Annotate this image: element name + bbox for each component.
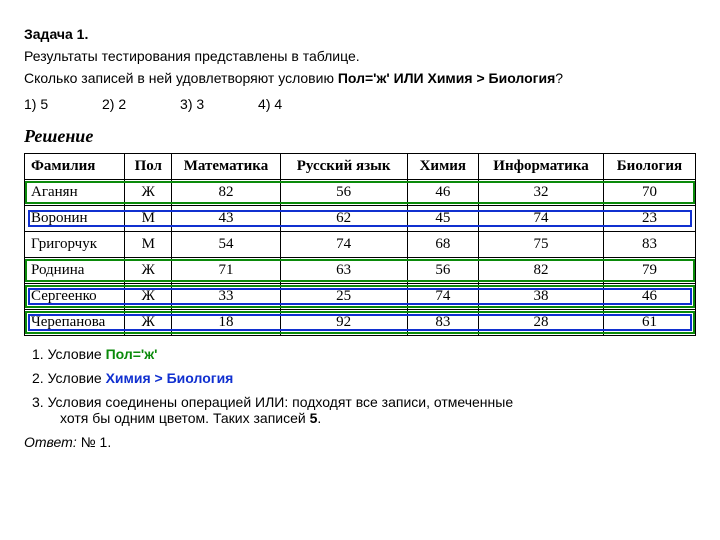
cond2-prefix: 2. Условие xyxy=(32,370,106,386)
q-prefix: Сколько записей в ней удовлетворяют усло… xyxy=(24,70,338,86)
cond2-text: Химия > Биология xyxy=(106,370,234,386)
table-cell: 46 xyxy=(603,284,695,310)
table-cell: М xyxy=(125,232,172,258)
table-cell: 33 xyxy=(172,284,280,310)
table-cell: 82 xyxy=(172,180,280,206)
opt-2: 2) 2 xyxy=(102,96,126,112)
table-cell: Сергеенко xyxy=(25,284,125,310)
cond3-l2c: . xyxy=(317,410,321,426)
table-cell: 23 xyxy=(603,206,695,232)
table-cell: 74 xyxy=(280,232,407,258)
table-cell: Ж xyxy=(125,258,172,284)
data-table: Фамилия Пол Математика Русский язык Хими… xyxy=(24,153,696,336)
table-cell: 62 xyxy=(280,206,407,232)
table-cell: 43 xyxy=(172,206,280,232)
table-row: ВоронинМ4362457423 xyxy=(25,206,696,232)
table-cell: 28 xyxy=(479,310,604,336)
table-cell: Григорчук xyxy=(25,232,125,258)
task-intro: Результаты тестирования представлены в т… xyxy=(24,48,696,64)
table-cell: 74 xyxy=(479,206,604,232)
table-row: СергеенкоЖ3325743846 xyxy=(25,284,696,310)
table-cell: 25 xyxy=(280,284,407,310)
table-cell: Черепанова xyxy=(25,310,125,336)
cond3-line1: 3. Условия соединены операцией ИЛИ: подх… xyxy=(32,394,696,410)
table-cell: М xyxy=(125,206,172,232)
th-rus: Русский язык xyxy=(280,154,407,180)
table-cell: 61 xyxy=(603,310,695,336)
th-pol: Пол xyxy=(125,154,172,180)
table-row: АганянЖ8256463270 xyxy=(25,180,696,206)
q-cond: Пол='ж' ИЛИ Химия > Биология xyxy=(338,70,555,86)
cond1-prefix: 1. Условие xyxy=(32,346,106,362)
answer-text: № 1. xyxy=(77,434,111,450)
table-cell: 79 xyxy=(603,258,695,284)
table-row: ГригорчукМ5474687583 xyxy=(25,232,696,258)
answer-options: 1) 5 2) 2 3) 3 4) 4 xyxy=(24,96,696,112)
opt-4: 4) 4 xyxy=(258,96,282,112)
th-name: Фамилия xyxy=(25,154,125,180)
answer-label: Ответ: xyxy=(24,434,77,450)
table-header-row: Фамилия Пол Математика Русский язык Хими… xyxy=(25,154,696,180)
table-cell: 63 xyxy=(280,258,407,284)
q-suffix: ? xyxy=(555,70,563,86)
cond-2: 2. Условие Химия > Биология xyxy=(32,370,696,386)
table-cell: 56 xyxy=(407,258,479,284)
th-math: Математика xyxy=(172,154,280,180)
table-cell: 83 xyxy=(407,310,479,336)
solution-label: Решение xyxy=(24,126,696,147)
th-bio: Биология xyxy=(603,154,695,180)
table-cell: 54 xyxy=(172,232,280,258)
table-cell: Ж xyxy=(125,310,172,336)
table-cell: 83 xyxy=(603,232,695,258)
th-inf: Информатика xyxy=(479,154,604,180)
table-cell: 45 xyxy=(407,206,479,232)
table-cell: 74 xyxy=(407,284,479,310)
opt-1: 1) 5 xyxy=(24,96,48,112)
task-question: Сколько записей в ней удовлетворяют усло… xyxy=(24,70,696,86)
table-row: РоднинаЖ7163568279 xyxy=(25,258,696,284)
table-cell: 92 xyxy=(280,310,407,336)
table-cell: 71 xyxy=(172,258,280,284)
table-cell: Воронин xyxy=(25,206,125,232)
table-cell: 46 xyxy=(407,180,479,206)
table-cell: 75 xyxy=(479,232,604,258)
table-cell: 82 xyxy=(479,258,604,284)
table-cell: 32 xyxy=(479,180,604,206)
table-cell: 38 xyxy=(479,284,604,310)
cond1-text: Пол='ж' xyxy=(106,346,158,362)
task-heading: Задача 1. xyxy=(24,26,88,42)
final-answer: Ответ: № 1. xyxy=(24,434,696,450)
table-cell: 56 xyxy=(280,180,407,206)
table-cell: Ж xyxy=(125,284,172,310)
cond-1: 1. Условие Пол='ж' xyxy=(32,346,696,362)
th-him: Химия xyxy=(407,154,479,180)
cond-3: 3. Условия соединены операцией ИЛИ: подх… xyxy=(32,394,696,426)
table-cell: 70 xyxy=(603,180,695,206)
table-cell: Роднина xyxy=(25,258,125,284)
cond3-line2: хотя бы одним цветом. Таких записей 5. xyxy=(60,410,696,426)
table-cell: 68 xyxy=(407,232,479,258)
table-cell: Ж xyxy=(125,180,172,206)
table-row: ЧерепановаЖ1892832861 xyxy=(25,310,696,336)
cond3-l2a: хотя бы одним цветом. Таких записей xyxy=(60,410,310,426)
table-cell: 18 xyxy=(172,310,280,336)
table-cell: Аганян xyxy=(25,180,125,206)
opt-3: 3) 3 xyxy=(180,96,204,112)
